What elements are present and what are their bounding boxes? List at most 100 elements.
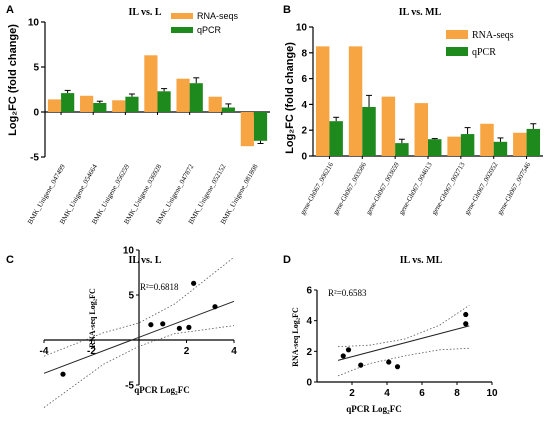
data-point <box>186 324 192 330</box>
y-tick-label: 6 <box>301 74 307 85</box>
legend-qpcr-label: qPCR <box>197 25 222 35</box>
x-tick-label: -4 <box>40 346 49 357</box>
data-point <box>160 321 166 327</box>
panel-c-title: IL vs. L <box>128 255 161 266</box>
data-point <box>176 325 182 331</box>
bar-rna-seq <box>348 46 363 156</box>
y-tick-label: 8 <box>301 48 307 59</box>
x-tick-label: 4 <box>231 346 237 357</box>
bar-rna-seq <box>480 123 494 156</box>
bar-rna-seq <box>447 136 461 156</box>
bar-qpcr <box>61 93 75 112</box>
bar-qpcr <box>329 121 343 156</box>
panel-d-ylabel: RNA-seq Log₂FC <box>291 307 300 367</box>
panel-a-title: IL vs. L <box>128 7 161 18</box>
data-point <box>463 311 469 318</box>
category-label: gene-Gh067_003659 <box>364 161 401 217</box>
x-tick-label: 6 <box>419 388 425 399</box>
bar-qpcr <box>526 128 541 156</box>
x-tick-label: 4 <box>384 388 390 399</box>
bar-qpcr <box>395 143 409 156</box>
data-point <box>358 362 364 368</box>
bar-rna-seq <box>47 99 62 112</box>
panel-d-xlabel: qPCR Log₂FC <box>346 404 401 414</box>
legend-rna-label: RNA-seqs <box>472 30 514 41</box>
confidence-band-upper <box>337 304 470 348</box>
data-point <box>212 304 218 310</box>
bar-rna-seq <box>381 96 396 156</box>
data-point <box>340 353 346 359</box>
category-label: gene-Gh067_004613 <box>397 161 434 217</box>
y-tick-label: 2 <box>301 126 307 137</box>
category-label: gene-Gh067_002052 <box>463 161 500 217</box>
data-point <box>394 364 401 370</box>
bar-rna-seq <box>80 95 94 112</box>
panel-c-letter: C <box>6 254 14 266</box>
bar-qpcr <box>362 106 376 156</box>
bar-qpcr <box>221 107 235 112</box>
x-tick-label: 8 <box>454 388 460 399</box>
legend-rna-label: RNA-seqs <box>197 11 239 21</box>
y-tick-label: 0 <box>301 152 307 163</box>
panel-c-xlabel: qPCR Log₂FC <box>134 385 189 395</box>
data-point <box>60 371 66 377</box>
y-tick-label: 4 <box>301 100 307 111</box>
y-tick-label: -5 <box>30 153 39 164</box>
bar-rna-seq <box>112 100 126 112</box>
panel-c-chart: IL vs. L R²=0.6818 RNA-seq Log₂FC qPCR L… <box>40 246 237 408</box>
bar-rna-seq <box>240 112 254 147</box>
y-tick-label: 0 <box>33 108 39 119</box>
bar-rna-seq <box>176 78 190 112</box>
y-tick-label: 0 <box>306 378 312 389</box>
x-tick-label: 2 <box>184 346 190 357</box>
data-point <box>148 322 154 328</box>
category-label: gene-Gh067_006216 <box>299 161 336 217</box>
confidence-band-lower <box>43 325 235 408</box>
panel-b-letter: B <box>283 4 291 16</box>
data-point <box>345 347 352 353</box>
panel-d-title: IL vs. ML <box>400 255 443 266</box>
bar-qpcr <box>253 112 268 141</box>
panel-b-title: IL vs. ML <box>399 7 442 18</box>
legend-rna-swatch <box>446 30 468 39</box>
legend-rna-swatch <box>171 13 193 19</box>
panel-a-legend: RNA-seqs qPCR <box>171 11 239 35</box>
y-tick-label: 10 <box>28 18 40 29</box>
confidence-band-lower <box>337 347 470 377</box>
y-tick-label: -5 <box>125 381 134 392</box>
panel-c-annotation: R²=0.6818 <box>140 282 179 292</box>
panel-b-chart: IL vs. ML Log₂FC (fold change) RNA-seqs … <box>284 7 543 216</box>
legend-qpcr-label: qPCR <box>472 47 496 58</box>
regression-line <box>43 300 235 374</box>
category-label: gene-Gh067_007546 <box>496 161 533 217</box>
bar-rna-seq <box>414 103 428 156</box>
bar-qpcr <box>93 103 107 112</box>
y-tick-label: 6 <box>306 286 312 297</box>
legend-qpcr-swatch <box>171 27 193 33</box>
bar-qpcr <box>157 91 171 112</box>
bar-qpcr <box>460 134 475 156</box>
y-tick-label: 10 <box>296 23 308 34</box>
bar-rna-seq <box>208 96 222 112</box>
bar-qpcr <box>125 96 139 112</box>
bar-qpcr <box>189 83 203 112</box>
data-point <box>463 321 469 327</box>
x-tick-label: -2 <box>87 346 96 357</box>
y-tick-label: 5 <box>128 291 134 302</box>
y-tick-label: 5 <box>33 63 39 74</box>
bar-rna-seq <box>513 132 527 156</box>
bar-qpcr <box>428 139 442 156</box>
x-tick-label: 10 <box>486 388 498 399</box>
y-tick-label: 4 <box>306 316 312 327</box>
panel-d-annotation: R²=0.6583 <box>328 288 367 298</box>
x-tick-label: 2 <box>349 388 355 399</box>
bar-rna-seq <box>315 46 330 156</box>
data-point <box>191 280 197 286</box>
data-point <box>386 359 392 365</box>
category-label: gene-Gh067_002713 <box>430 161 467 217</box>
bar-qpcr <box>493 141 508 156</box>
y-tick-label: 10 <box>123 246 135 257</box>
panel-a-chart: IL vs. L Log₂FC (fold change) RNA-seqs q… <box>7 7 270 226</box>
y-tick-label: 2 <box>306 347 312 358</box>
